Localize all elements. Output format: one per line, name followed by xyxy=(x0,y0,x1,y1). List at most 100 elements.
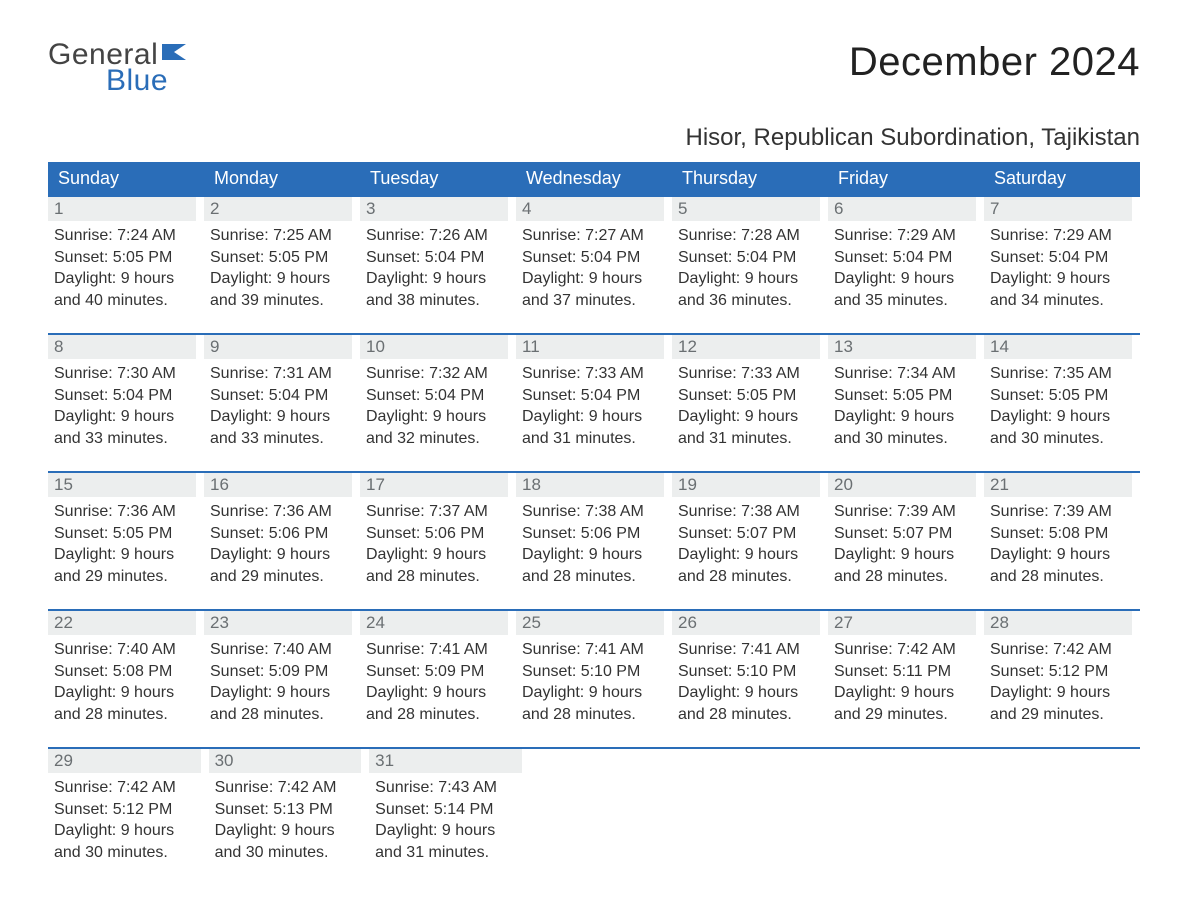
location-subtitle: Hisor, Republican Subordination, Tajikis… xyxy=(48,124,1140,152)
day-cell: 13Sunrise: 7:34 AMSunset: 5:05 PMDayligh… xyxy=(828,335,984,453)
day-number-row: 7 xyxy=(984,197,1132,221)
day-cell: 16Sunrise: 7:36 AMSunset: 5:06 PMDayligh… xyxy=(204,473,360,591)
day-number-row: 30 xyxy=(209,749,362,773)
day-number: 17 xyxy=(366,475,385,494)
empty-day-cell xyxy=(987,749,1140,867)
day-cell: 10Sunrise: 7:32 AMSunset: 5:04 PMDayligh… xyxy=(360,335,516,453)
day-number-row: 28 xyxy=(984,611,1132,635)
day-body: Sunrise: 7:33 AMSunset: 5:04 PMDaylight:… xyxy=(516,359,664,449)
sunrise-text: Sunrise: 7:41 AM xyxy=(678,639,820,661)
day-body: Sunrise: 7:35 AMSunset: 5:05 PMDaylight:… xyxy=(984,359,1132,449)
day-body: Sunrise: 7:38 AMSunset: 5:06 PMDaylight:… xyxy=(516,497,664,587)
day-number-row: 27 xyxy=(828,611,976,635)
daylight-text: Daylight: 9 hours and 38 minutes. xyxy=(366,268,508,311)
day-cell: 8Sunrise: 7:30 AMSunset: 5:04 PMDaylight… xyxy=(48,335,204,453)
day-number-row: 14 xyxy=(984,335,1132,359)
day-body: Sunrise: 7:32 AMSunset: 5:04 PMDaylight:… xyxy=(360,359,508,449)
day-body: Sunrise: 7:31 AMSunset: 5:04 PMDaylight:… xyxy=(204,359,352,449)
weekday-header-row: Sunday Monday Tuesday Wednesday Thursday… xyxy=(48,162,1140,195)
sunset-text: Sunset: 5:04 PM xyxy=(834,247,976,269)
sunset-text: Sunset: 5:12 PM xyxy=(990,661,1132,683)
day-number-row: 24 xyxy=(360,611,508,635)
daylight-text: Daylight: 9 hours and 36 minutes. xyxy=(678,268,820,311)
empty-day-cell xyxy=(530,749,683,867)
day-cell: 18 Sunrise: 7:38 AMSunset: 5:06 PMDayligh… xyxy=(516,473,672,591)
day-body: Sunrise: 7:39 AMSunset: 5:08 PMDaylight:… xyxy=(984,497,1132,587)
sunrise-text: Sunrise: 7:40 AM xyxy=(54,639,196,661)
day-body: Sunrise: 7:26 AMSunset: 5:04 PMDaylight:… xyxy=(360,221,508,311)
day-number: 14 xyxy=(990,337,1009,356)
sunrise-text: Sunrise: 7:29 AM xyxy=(990,225,1132,247)
day-cell: 28Sunrise: 7:42 AMSunset: 5:12 PMDayligh… xyxy=(984,611,1140,729)
sunset-text: Sunset: 5:08 PM xyxy=(990,523,1132,545)
weekday-header: Saturday xyxy=(984,162,1140,195)
day-body: Sunrise: 7:34 AMSunset: 5:05 PMDaylight:… xyxy=(828,359,976,449)
day-number: 16 xyxy=(210,475,229,494)
day-number: 22 xyxy=(54,613,73,632)
sunset-text: Sunset: 5:06 PM xyxy=(210,523,352,545)
sunset-text: Sunset: 5:10 PM xyxy=(522,661,664,683)
day-body: Sunrise: 7:41 AMSunset: 5:10 PMDaylight:… xyxy=(672,635,820,725)
weekday-header: Sunday xyxy=(48,162,204,195)
daylight-text: Daylight: 9 hours and 40 minutes. xyxy=(54,268,196,311)
day-number: 6 xyxy=(834,199,843,218)
day-cell: 9 Sunrise: 7:31 AMSunset: 5:04 PMDaylight… xyxy=(204,335,360,453)
daylight-text: Daylight: 9 hours and 28 minutes. xyxy=(522,682,664,725)
day-number-row: 11 xyxy=(516,335,664,359)
sunrise-text: Sunrise: 7:39 AM xyxy=(990,501,1132,523)
day-number-row: 10 xyxy=(360,335,508,359)
day-body: Sunrise: 7:30 AMSunset: 5:04 PMDaylight:… xyxy=(48,359,196,449)
day-number-row: 9 xyxy=(204,335,352,359)
day-cell: 4Sunrise: 7:27 AMSunset: 5:04 PMDaylight… xyxy=(516,197,672,315)
sunset-text: Sunset: 5:05 PM xyxy=(54,247,196,269)
day-cell: 5Sunrise: 7:28 AMSunset: 5:04 PMDaylight… xyxy=(672,197,828,315)
sunset-text: Sunset: 5:09 PM xyxy=(210,661,352,683)
day-number: 20 xyxy=(834,475,853,494)
daylight-text: Daylight: 9 hours and 28 minutes. xyxy=(678,544,820,587)
day-cell: 2Sunrise: 7:25 AMSunset: 5:05 PMDaylight… xyxy=(204,197,360,315)
daylight-text: Daylight: 9 hours and 39 minutes. xyxy=(210,268,352,311)
day-body: Sunrise: 7:38 AMSunset: 5:07 PMDaylight:… xyxy=(672,497,820,587)
day-number: 30 xyxy=(215,751,234,770)
day-cell: 21Sunrise: 7:39 AMSunset: 5:08 PMDayligh… xyxy=(984,473,1140,591)
day-cell: 14 Sunrise: 7:35 AMSunset: 5:05 PMDayligh… xyxy=(984,335,1140,453)
day-body: Sunrise: 7:25 AMSunset: 5:05 PMDaylight:… xyxy=(204,221,352,311)
day-number-row: 21 xyxy=(984,473,1132,497)
day-cell: 11Sunrise: 7:33 AMSunset: 5:04 PMDayligh… xyxy=(516,335,672,453)
sunrise-text: Sunrise: 7:43 AM xyxy=(375,777,522,799)
day-body: Sunrise: 7:24 AMSunset: 5:05 PMDaylight:… xyxy=(48,221,196,311)
sunset-text: Sunset: 5:06 PM xyxy=(366,523,508,545)
sunset-text: Sunset: 5:14 PM xyxy=(375,799,522,821)
daylight-text: Daylight: 9 hours and 32 minutes. xyxy=(366,406,508,449)
daylight-text: Daylight: 9 hours and 28 minutes. xyxy=(366,682,508,725)
day-body: Sunrise: 7:41 AMSunset: 5:10 PMDaylight:… xyxy=(516,635,664,725)
day-number: 9 xyxy=(210,337,219,356)
sunrise-text: Sunrise: 7:27 AM xyxy=(522,225,664,247)
sunset-text: Sunset: 5:11 PM xyxy=(834,661,976,683)
day-number: 26 xyxy=(678,613,697,632)
day-number: 1 xyxy=(54,199,63,218)
day-number-row: 16 xyxy=(204,473,352,497)
sunset-text: Sunset: 5:04 PM xyxy=(210,385,352,407)
day-cell: 3Sunrise: 7:26 AMSunset: 5:04 PMDaylight… xyxy=(360,197,516,315)
header: General Blue December 2024 xyxy=(48,40,1140,96)
day-body: Sunrise: 7:39 AMSunset: 5:07 PMDaylight:… xyxy=(828,497,976,587)
day-body: Sunrise: 7:42 AMSunset: 5:12 PMDaylight:… xyxy=(984,635,1132,725)
daylight-text: Daylight: 9 hours and 29 minutes. xyxy=(990,682,1132,725)
sunrise-text: Sunrise: 7:41 AM xyxy=(366,639,508,661)
daylight-text: Daylight: 9 hours and 28 minutes. xyxy=(678,682,820,725)
sunset-text: Sunset: 5:05 PM xyxy=(54,523,196,545)
day-cell: 30Sunrise: 7:42 AMSunset: 5:13 PMDayligh… xyxy=(209,749,370,867)
day-body: Sunrise: 7:29 AMSunset: 5:04 PMDaylight:… xyxy=(984,221,1132,311)
sunset-text: Sunset: 5:10 PM xyxy=(678,661,820,683)
daylight-text: Daylight: 9 hours and 33 minutes. xyxy=(54,406,196,449)
day-body: Sunrise: 7:42 AMSunset: 5:12 PMDaylight:… xyxy=(48,773,201,863)
sunset-text: Sunset: 5:04 PM xyxy=(366,385,508,407)
day-number: 18 xyxy=(522,475,541,494)
week-row: 1 Sunrise: 7:24 AMSunset: 5:05 PMDaylight… xyxy=(48,195,1140,315)
sunset-text: Sunset: 5:04 PM xyxy=(366,247,508,269)
sunset-text: Sunset: 5:05 PM xyxy=(210,247,352,269)
sunrise-text: Sunrise: 7:42 AM xyxy=(54,777,201,799)
sunset-text: Sunset: 5:08 PM xyxy=(54,661,196,683)
weekday-header: Monday xyxy=(204,162,360,195)
